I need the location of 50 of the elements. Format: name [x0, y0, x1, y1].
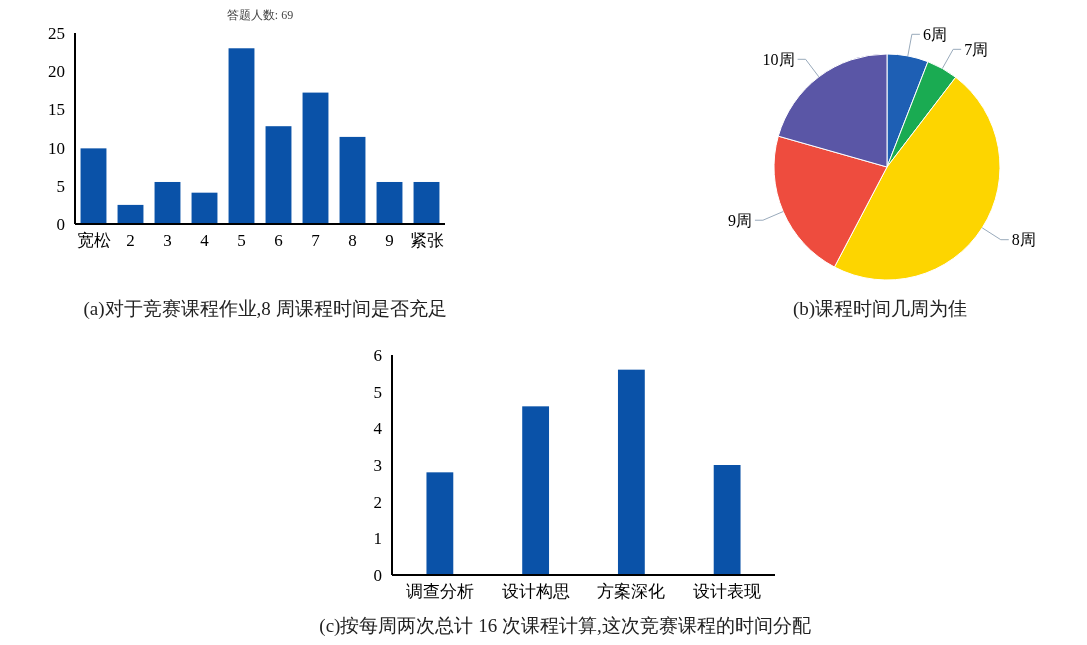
bar [191, 192, 218, 224]
bar [80, 148, 107, 224]
x-tick-label: 8 [348, 231, 357, 250]
x-tick-label: 紧张 [409, 231, 444, 250]
slice-label: 9周 [727, 211, 752, 229]
y-tick-label: 0 [56, 214, 65, 234]
bar [302, 92, 329, 224]
x-tick-label: 9 [385, 231, 394, 250]
x-tick-label: 4 [200, 231, 210, 250]
bar [426, 472, 454, 575]
x-tick-label: 3 [163, 231, 172, 250]
slice-label: 6周 [922, 25, 947, 43]
x-tick-label: 设计表现 [693, 582, 762, 601]
bar [117, 204, 144, 224]
chart-title: 答题人数: 69 [226, 8, 294, 22]
y-tick-label: 25 [48, 23, 65, 43]
y-tick-label: 6 [373, 345, 382, 365]
y-tick-label: 1 [373, 529, 382, 549]
text: (b)课程时间几周为佳 [792, 298, 968, 320]
x-tick-label: 设计构思 [501, 582, 570, 601]
bar [413, 181, 440, 224]
y-tick-label: 15 [48, 100, 65, 120]
y-tick-label: 2 [373, 492, 382, 512]
x-tick-label: 宽松 [76, 231, 111, 250]
x-tick-label: 2 [126, 231, 135, 250]
x-tick-label: 方案深化 [597, 582, 666, 601]
x-tick-label: 6 [274, 231, 283, 250]
y-tick-label: 10 [48, 138, 65, 158]
y-tick-label: 5 [373, 382, 382, 402]
y-tick-label: 4 [373, 419, 383, 439]
x-tick-label: 5 [237, 231, 246, 250]
bar [228, 48, 255, 224]
bar [617, 369, 645, 575]
slice-label: 8周 [1011, 231, 1036, 249]
bar [265, 126, 292, 224]
y-tick-label: 0 [373, 565, 382, 585]
bar [339, 136, 366, 224]
x-tick-label: 7 [311, 231, 321, 250]
text: (c)按每周两次总计 16 次课程计算,这次竞赛课程的时间分配 [319, 615, 811, 637]
x-tick-label: 调查分析 [405, 582, 474, 601]
bar [522, 406, 550, 575]
slice-label: 7周 [964, 40, 989, 58]
bar [376, 181, 403, 224]
y-tick-label: 5 [56, 176, 65, 196]
text: (a)对于竞赛课程作业,8 周课程时间是否充足 [83, 298, 447, 320]
bar [713, 465, 741, 575]
slice-label: 10周 [762, 50, 795, 68]
bar [154, 181, 181, 224]
y-tick-label: 20 [48, 62, 65, 82]
y-tick-label: 3 [373, 455, 382, 475]
